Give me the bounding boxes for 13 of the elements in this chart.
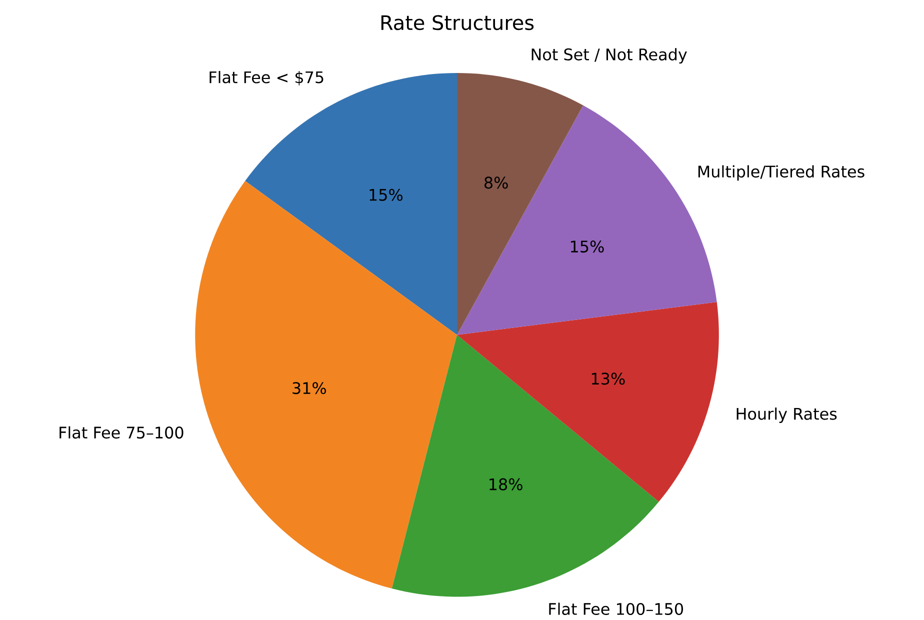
slice-label: Flat Fee 75–100 <box>60 426 184 439</box>
data-label: 13% <box>592 372 625 385</box>
data-label: 18% <box>490 478 522 490</box>
data-label: 8% <box>484 176 508 189</box>
data-label: 31% <box>292 382 326 394</box>
slice-label: Flat Fee < $75 <box>210 71 324 86</box>
chart-title: Rate Structures <box>381 15 534 30</box>
data-label: 15% <box>370 188 402 201</box>
slice-label: Hourly Rates <box>736 408 837 424</box>
slice-label: Flat Fee 100–150 <box>549 602 683 616</box>
slice-label: Multiple/Tiered Rates <box>698 165 864 181</box>
slice-label: Not Set / Not Ready <box>532 48 687 64</box>
data-label: 15% <box>571 240 604 253</box>
